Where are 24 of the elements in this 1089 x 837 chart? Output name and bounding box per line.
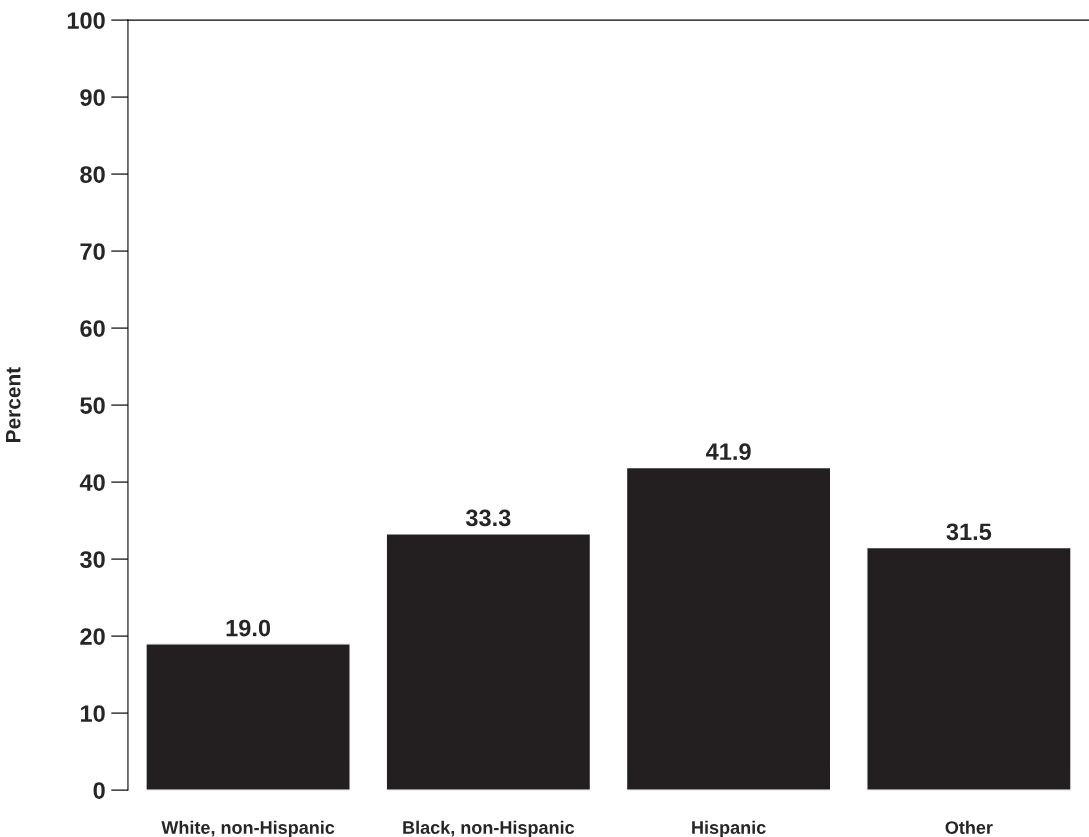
y-tick-label: 50 <box>80 397 105 414</box>
y-tick-label: 60 <box>80 320 105 337</box>
bar <box>145 643 351 791</box>
y-tick-label: 40 <box>79 474 105 491</box>
y-tick-label: 20 <box>80 628 105 645</box>
data-label: 33.3 <box>465 509 511 527</box>
data-label: 19.0 <box>226 619 271 637</box>
data-label: 41.9 <box>705 443 751 461</box>
x-tick-label: White, non-Hispanic <box>161 820 335 837</box>
bar <box>385 533 592 791</box>
x-tick-label: Hispanic <box>692 820 766 837</box>
y-tick-label: 90 <box>80 89 105 106</box>
data-label: 31.5 <box>946 523 992 541</box>
y-tick-label: 70 <box>80 243 105 260</box>
y-tick-label: 100 <box>67 12 105 29</box>
y-tick-label: 80 <box>80 166 105 183</box>
x-tick-label: Other <box>945 820 993 834</box>
y-tick-label: 10 <box>80 705 105 722</box>
x-tick-label: Black, non-Hispanic <box>403 820 575 837</box>
bar <box>866 546 1072 791</box>
y-axis-title: Percent <box>6 367 21 442</box>
y-tick-label: 30 <box>80 551 105 568</box>
bar <box>625 466 832 791</box>
y-tick-label: 0 <box>93 782 105 799</box>
